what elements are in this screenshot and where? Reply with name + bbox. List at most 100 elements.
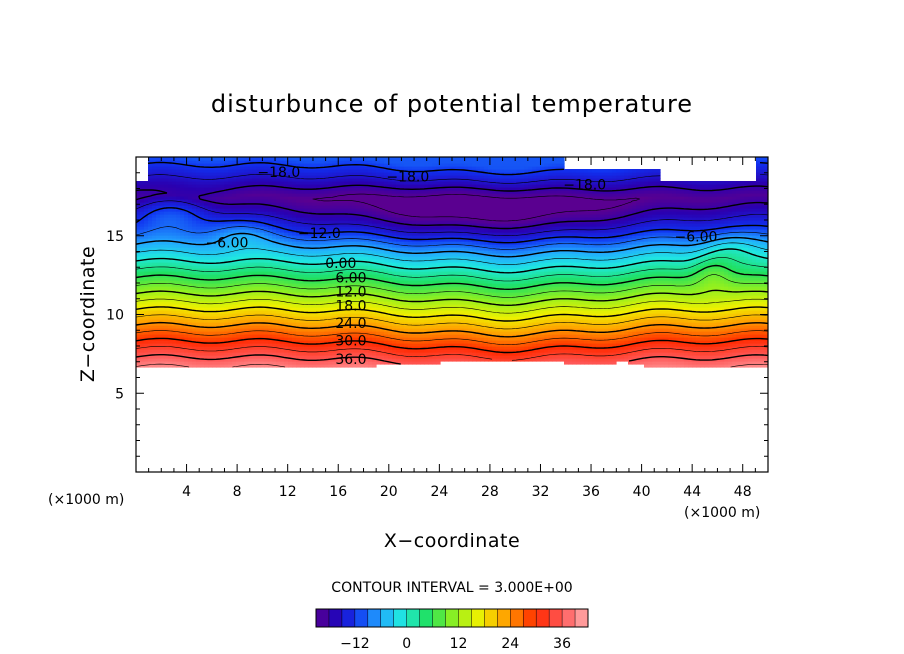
field-cell (740, 337, 745, 341)
field-cell (596, 301, 601, 305)
field-cell (208, 313, 213, 317)
field-cell (716, 295, 721, 299)
field-cell (684, 286, 689, 290)
field-cell (492, 331, 497, 335)
field-cell (592, 340, 597, 344)
field-cell (656, 337, 661, 341)
field-cell (192, 304, 197, 308)
field-cell (480, 319, 485, 323)
field-cell (136, 337, 141, 341)
field-cell (696, 355, 701, 359)
field-cell (352, 346, 357, 350)
field-cell (144, 286, 149, 290)
field-cell (620, 355, 625, 359)
field-cell (412, 304, 417, 308)
field-cell (468, 325, 473, 329)
field-cell (440, 271, 445, 275)
field-cell (332, 364, 337, 368)
field-cell (424, 289, 429, 293)
field-cell (396, 277, 401, 281)
field-cell (700, 283, 705, 287)
field-cell (332, 274, 337, 278)
field-cell (360, 325, 365, 329)
field-cell (684, 358, 689, 362)
field-cell (672, 286, 677, 290)
field-cell (368, 289, 373, 293)
field-cell (748, 355, 753, 359)
field-cell (272, 358, 277, 362)
field-cell (452, 340, 457, 344)
field-cell (520, 316, 525, 320)
field-cell (636, 343, 641, 347)
field-cell (260, 328, 265, 332)
field-cell (244, 280, 249, 284)
field-cell (568, 295, 573, 299)
field-cell (500, 277, 505, 281)
field-cell (720, 295, 725, 299)
field-cell (148, 307, 153, 311)
field-cell (324, 352, 329, 356)
field-cell (440, 337, 445, 341)
field-cell (436, 340, 441, 344)
field-cell (672, 301, 677, 305)
field-cell (644, 337, 649, 341)
field-cell (340, 283, 345, 287)
field-cell (340, 301, 345, 305)
field-cell (536, 289, 541, 293)
field-cell (716, 343, 721, 347)
field-cell (204, 280, 209, 284)
field-cell (336, 313, 341, 317)
field-cell (340, 349, 345, 353)
field-cell (232, 346, 237, 350)
field-cell (180, 325, 185, 329)
field-cell (244, 346, 249, 350)
field-cell (548, 310, 553, 314)
field-cell (248, 277, 253, 281)
field-cell (492, 343, 497, 347)
field-cell (348, 271, 353, 275)
field-cell (404, 301, 409, 305)
field-cell (468, 307, 473, 311)
field-cell (628, 340, 633, 344)
field-cell (672, 337, 677, 341)
field-cell (712, 280, 717, 284)
field-cell (540, 325, 545, 329)
field-cell (324, 283, 329, 287)
field-cell (272, 292, 277, 296)
field-cell (640, 283, 645, 287)
field-cell (608, 319, 613, 323)
field-cell (164, 361, 169, 365)
field-cell (528, 298, 533, 302)
field-cell (432, 349, 437, 353)
field-cell (396, 286, 401, 290)
field-cell (520, 331, 525, 335)
field-cell (660, 313, 665, 317)
field-cell (236, 298, 241, 302)
field-cell (448, 343, 453, 347)
field-cell (184, 361, 189, 365)
field-cell (748, 274, 753, 278)
field-cell (704, 277, 709, 281)
field-cell (468, 304, 473, 308)
field-cell (452, 319, 457, 323)
field-cell (180, 316, 185, 320)
field-cell (152, 286, 157, 290)
field-cell (332, 298, 337, 302)
field-cell (440, 352, 445, 356)
field-cell (432, 274, 437, 278)
field-cell (540, 313, 545, 317)
field-cell (364, 313, 369, 317)
field-cell (384, 319, 389, 323)
field-cell (156, 361, 161, 365)
field-cell (360, 349, 365, 353)
field-cell (568, 301, 573, 305)
field-cell (372, 280, 377, 284)
field-cell (584, 349, 589, 353)
field-cell (480, 295, 485, 299)
field-cell (228, 328, 233, 332)
field-cell (644, 334, 649, 338)
field-cell (400, 352, 405, 356)
field-cell (144, 364, 149, 368)
field-cell (204, 340, 209, 344)
field-cell (708, 331, 713, 335)
